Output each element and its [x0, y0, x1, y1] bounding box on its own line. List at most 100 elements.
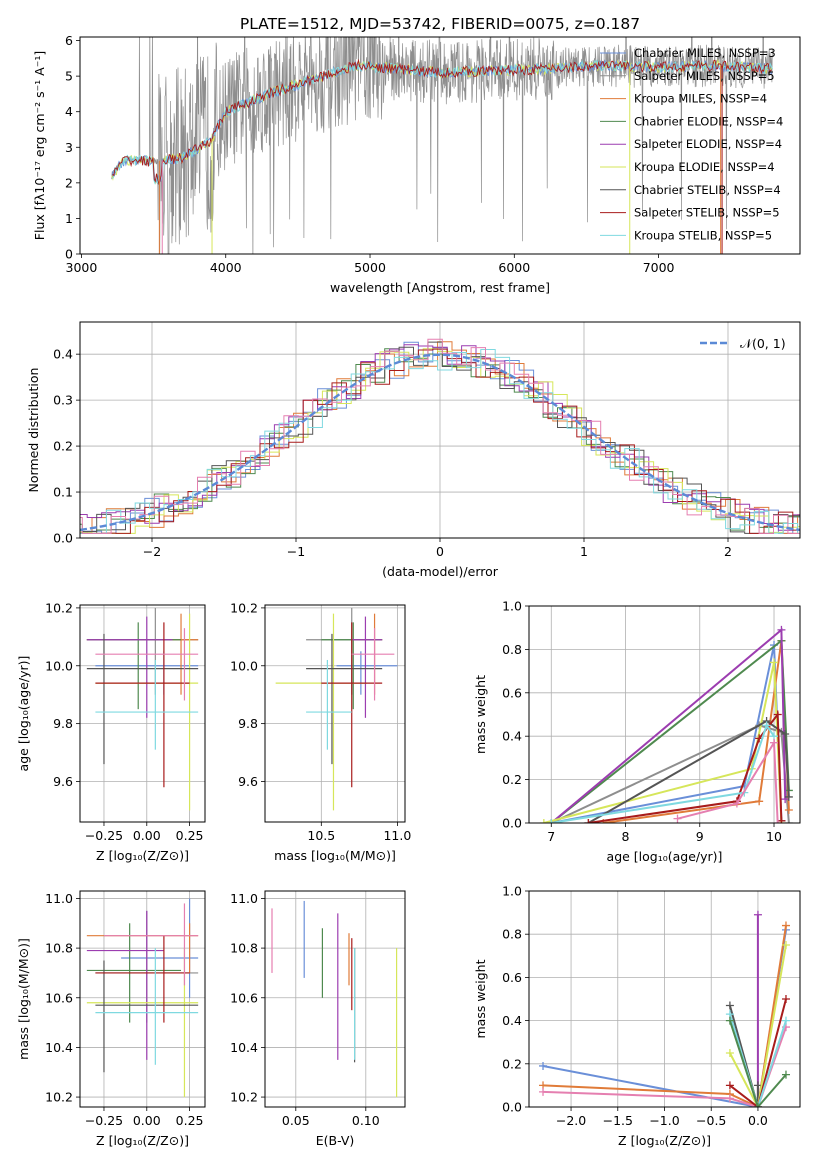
mass-weight-marker: [539, 819, 548, 823]
mass-weight-marker: [770, 738, 779, 747]
x-tick-label: 8: [622, 829, 630, 844]
mass-vs-ebv-panel: 0.05 0.10 10.2 10.4 10.6 10.8 11.0 E(B-V): [230, 890, 406, 1148]
mass-weight-marker: [781, 921, 790, 930]
y-tick-label: 10.2: [230, 1090, 258, 1105]
y-tick-label: 3: [65, 140, 73, 155]
y-tick-label: 10.8: [230, 941, 258, 956]
y-tick-label: 0.0: [53, 531, 73, 546]
plot-area: [86, 898, 199, 1098]
mass-weight-marker: [753, 910, 762, 919]
legend-label: Kroupa MILES, NSSP=4: [634, 92, 767, 106]
y-axis-label: age [log₁₀(age/yr)]: [16, 656, 31, 772]
mass-weight-marker: [777, 625, 786, 634]
x-tick-label: 6000: [498, 260, 530, 275]
y-tick-label: 10.4: [230, 1040, 258, 1055]
y-tick-label: 0.0: [502, 1100, 522, 1115]
axes-frame: [79, 321, 801, 539]
x-tick-label: −0.25: [85, 828, 123, 843]
age-vs-mass-panel: 10.5 11.0 9.6 9.8 10.0 10.2 mass [log₁₀(M/M⊙)]: [230, 600, 411, 863]
x-tick-label: 2: [724, 544, 732, 559]
y-tick-label: 1: [65, 211, 73, 226]
y-tick-label: 4: [65, 104, 73, 119]
x-tick-label: −2.0: [556, 1113, 586, 1128]
legend-label: Salpeter MILES, NSSP=5: [634, 69, 775, 83]
plot-area: [539, 910, 790, 1107]
axes-frame: [528, 890, 801, 1108]
mass-weight-line: [551, 723, 775, 823]
mass-weight-line: [550, 627, 787, 823]
x-axis-label: mass [log₁₀(M/M⊙)]: [274, 848, 396, 863]
axes-frame: [79, 604, 206, 823]
y-tick-label: 10.2: [45, 1090, 73, 1105]
normal-curve: [80, 353, 800, 532]
x-tick-label: 1: [580, 544, 588, 559]
x-tick-label: 0: [436, 544, 444, 559]
mass-weight-marker: [784, 805, 793, 814]
mass-weight-marker: [584, 819, 593, 823]
x-tick-label: −0.5: [696, 1113, 726, 1128]
y-tick-label: 6: [65, 33, 73, 48]
x-axis-label: Z [log₁₀(Z/Z⊙)]: [96, 848, 189, 863]
axes-frame: [264, 890, 406, 1108]
mass-weight-marker: [784, 792, 793, 801]
x-tick-label: −2: [143, 544, 161, 559]
residual-histogram: [80, 338, 800, 534]
y-tick-label: 9.6: [238, 774, 258, 789]
mass-weight-marker: [773, 819, 782, 823]
x-tick-label: 0.25: [176, 828, 204, 843]
x-tick-label: 0.0: [748, 1113, 768, 1128]
mass-weight-marker: [781, 1070, 790, 1079]
y-tick-label: 0.1: [53, 485, 73, 500]
y-tick-label: 0.4: [53, 347, 73, 362]
legend-label: Kroupa ELODIE, NSSP=4: [634, 160, 775, 174]
y-tick-label: 0: [65, 247, 73, 262]
mass-weight-marker: [773, 710, 782, 719]
mass-weight-vs-age-panel: 7 8 9 10 0.0 0.2 0.4 0.6 0.8 1.0 age [log₁₀(age/yr…: [473, 599, 801, 864]
x-axis-label: wavelength [Angstrom, rest frame]: [330, 280, 550, 295]
y-tick-label: 0.2: [53, 439, 73, 454]
x-tick-label: 10.5: [307, 828, 335, 843]
residual-histogram: [80, 348, 800, 534]
y-tick-label: 0.3: [53, 393, 73, 408]
y-tick-label: 10.0: [45, 658, 73, 673]
grid: [265, 891, 405, 1107]
axes-frame: [79, 890, 206, 1108]
mass-weight-marker: [539, 1061, 548, 1070]
mass-weight-marker: [725, 1016, 734, 1025]
grid: [529, 890, 800, 1108]
legend-label: Salpeter STELIB, NSSP=5: [634, 206, 780, 220]
legend-label: 𝒩(0, 1): [740, 336, 786, 351]
x-tick-label: −1.0: [649, 1113, 679, 1128]
axes-frame: [264, 604, 406, 823]
mass-weight-marker: [753, 1081, 762, 1090]
age-vs-metallicity-panel: −0.25 0.00 0.25 9.6 9.8 10.0 10.2 Z [log₁₀(Z/Z⊙…: [16, 600, 206, 863]
grid: [80, 605, 205, 822]
plot-area: [80, 338, 800, 534]
plot-area: [111, 37, 774, 254]
x-tick-label: 0.00: [133, 828, 161, 843]
legend: 𝒩(0, 1): [700, 336, 786, 351]
y-axis-label: mass weight: [473, 675, 488, 754]
y-axis-label: Flux [fλ10⁻¹⁷ erg cm⁻² s⁻¹ A⁻¹]: [32, 51, 47, 240]
y-tick-label: 0.8: [502, 642, 522, 657]
y-tick-label: 9.8: [53, 716, 73, 731]
mass-weight-line: [728, 1020, 787, 1107]
grid: [265, 605, 405, 822]
mass-weight-marker: [725, 1049, 734, 1057]
mass-weight-marker: [770, 658, 779, 667]
y-tick-label: 0.2: [502, 772, 522, 787]
axes-frame: [528, 605, 801, 824]
plot-area: [86, 607, 199, 811]
y-tick-label: 10.4: [45, 1040, 73, 1055]
plot-area: [271, 900, 398, 1098]
figure-title: PLATE=1512, MJD=53742, FIBERID=0075, z=0…: [240, 15, 640, 33]
x-axis-label: E(B-V): [316, 1133, 355, 1148]
mass-weight-line: [550, 638, 790, 823]
mass-weight-marker: [777, 816, 786, 823]
legend-label: Kroupa STELIB, NSSP=5: [634, 228, 772, 242]
mass-weight-marker: [781, 1016, 790, 1025]
x-tick-label: 0.10: [352, 1113, 380, 1128]
spectrum-panel: 3000 4000 5000 6000 7000 0 1 2 3 4 5 6 wavelength [A…: [32, 33, 801, 295]
mass-weight-line: [542, 1026, 787, 1107]
x-tick-label: 7: [547, 829, 555, 844]
